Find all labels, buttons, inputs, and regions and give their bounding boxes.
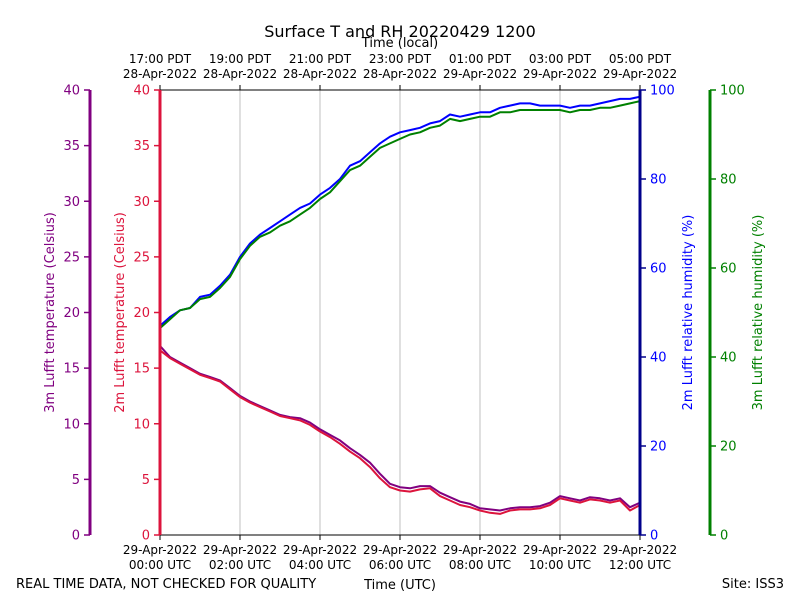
y-tick-label-rh3m: 0 [720, 529, 728, 544]
y-tick-label-t2m: 15 [133, 362, 150, 377]
y-tick-label-t3m: 0 [72, 529, 80, 544]
x-bottom-tick-time: 10:00 UTC [529, 558, 591, 572]
y-tick-label-rh3m: 20 [720, 440, 737, 455]
y-axis-label-t2m: 2m Lufft temperature (Celsius) [113, 212, 128, 413]
x-bottom-tick-date: 29-Apr-2022 [283, 543, 357, 557]
chart-title: Surface T and RH 20220429 1200 [264, 22, 536, 41]
grid-lines [239, 90, 561, 535]
y-tick-label-rh2m: 40 [650, 351, 667, 366]
x-top-tick-date: 29-Apr-2022 [443, 67, 517, 81]
x-top-tick-time: 05:00 PDT [609, 52, 672, 66]
site-label: Site: ISS3 [722, 577, 784, 592]
y-tick-label-rh2m: 100 [650, 84, 675, 99]
x-bottom-tick-date: 29-Apr-2022 [363, 543, 437, 557]
x-bottom-axis-label: Time (UTC) [363, 578, 436, 593]
x-top-tick-date: 28-Apr-2022 [123, 67, 197, 81]
x-top-tick-time: 19:00 PDT [209, 52, 272, 66]
y-tick-label-rh2m: 0 [650, 529, 658, 544]
y-tick-label-t3m: 15 [63, 362, 80, 377]
y-tick-label-rh3m: 80 [720, 173, 737, 188]
plot-lines [159, 95, 641, 515]
x-bottom-tick-time: 00:00 UTC [129, 558, 191, 572]
x-bottom-tick-date: 29-Apr-2022 [523, 543, 597, 557]
y-tick-label-t3m: 25 [63, 250, 80, 265]
y-tick-label-rh3m: 100 [720, 84, 745, 99]
y-tick-label-t2m: 35 [133, 139, 150, 154]
series-line [159, 349, 641, 515]
x-bottom-tick-time: 08:00 UTC [449, 558, 511, 572]
y-tick-label-t2m: 5 [142, 473, 150, 488]
y-tick-label-t3m: 20 [63, 306, 80, 321]
x-bottom-tick-date: 29-Apr-2022 [443, 543, 517, 557]
y-tick-label-rh2m: 60 [650, 262, 667, 277]
x-top-tick-date: 29-Apr-2022 [603, 67, 677, 81]
y-tick-label-t3m: 10 [63, 417, 80, 432]
x-top-tick-date: 29-Apr-2022 [523, 67, 597, 81]
x-top-tick-time: 17:00 PDT [129, 52, 192, 66]
quality-disclaimer: REAL TIME DATA, NOT CHECKED FOR QUALITY [16, 577, 316, 592]
y-tick-label-t3m: 5 [72, 473, 80, 488]
x-top-tick-time: 01:00 PDT [449, 52, 512, 66]
x-top-tick-date: 28-Apr-2022 [203, 67, 277, 81]
x-bottom-tick-date: 29-Apr-2022 [203, 543, 277, 557]
x-bottom-tick-time: 12:00 UTC [609, 558, 671, 572]
x-bottom-tick-date: 29-Apr-2022 [123, 543, 197, 557]
series-line [159, 100, 641, 329]
y-tick-label-t2m: 40 [133, 84, 150, 99]
y-tick-label-t3m: 40 [63, 84, 80, 99]
y-tick-label-t3m: 30 [63, 195, 80, 210]
x-bottom-tick-time: 04:00 UTC [289, 558, 351, 572]
x-bottom-tick-time: 02:00 UTC [209, 558, 271, 572]
y-tick-label-rh2m: 20 [650, 440, 667, 455]
y-axis-label-t3m: 3m Lufft temperature (Celsius) [43, 212, 58, 413]
y-tick-label-rh3m: 60 [720, 262, 737, 277]
x-top-tick-date: 28-Apr-2022 [363, 67, 437, 81]
y-tick-label-t2m: 25 [133, 250, 150, 265]
y-axis-label-rh2m: 2m Lufft relative humidity (%) [681, 215, 696, 411]
y-tick-label-t2m: 30 [133, 195, 150, 210]
y-axis-label-rh3m: 3m Lufft relative humidity (%) [751, 215, 766, 411]
series-line [159, 95, 641, 327]
x-top-tick-time: 03:00 PDT [529, 52, 592, 66]
y-tick-label-t2m: 20 [133, 306, 150, 321]
y-tick-label-t2m: 10 [133, 417, 150, 432]
x-bottom-tick-time: 06:00 UTC [369, 558, 431, 572]
x-bottom-tick-date: 29-Apr-2022 [603, 543, 677, 557]
x-top-tick-time: 23:00 PDT [369, 52, 432, 66]
y-tick-label-t3m: 35 [63, 139, 80, 154]
y-tick-label-rh3m: 40 [720, 351, 737, 366]
x-top-tick-time: 21:00 PDT [289, 52, 352, 66]
x-top-tick-date: 28-Apr-2022 [283, 67, 357, 81]
y-tick-label-t2m: 0 [142, 529, 150, 544]
y-tick-label-rh2m: 80 [650, 173, 667, 188]
x-top-axis-label: Time (local) [361, 36, 438, 51]
